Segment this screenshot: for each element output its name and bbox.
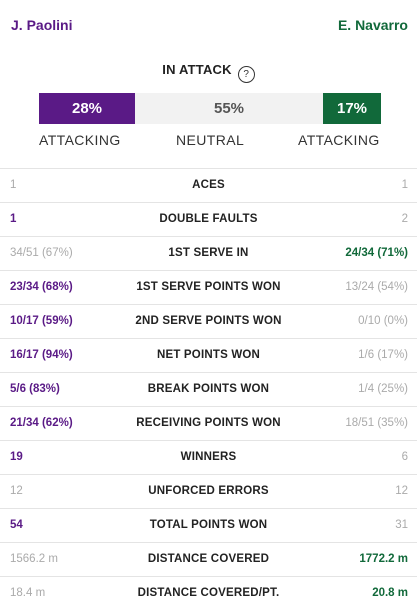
in-attack-section: IN ATTACK? — [0, 62, 417, 83]
stat-label: WINNERS — [180, 451, 237, 463]
stat-row: 5/6 (83%) BREAK POINTS WON 1/4 (25%) — [0, 372, 417, 406]
stat-right-value: 12 — [395, 485, 408, 497]
stat-left-value: 19 — [10, 451, 23, 463]
stat-row: 34/51 (67%) 1ST SERVE IN 24/34 (71%) — [0, 236, 417, 270]
player-right-name: E. Navarro — [337, 17, 408, 33]
stat-right-value: 1/4 (25%) — [358, 383, 408, 395]
stat-row: 16/17 (94%) NET POINTS WON 1/6 (17%) — [0, 338, 417, 372]
stat-left-value: 1566.2 m — [10, 553, 58, 565]
stat-left-value: 1 — [10, 179, 17, 191]
stat-row: 18.4 m DISTANCE COVERED/PT. 20.8 m — [0, 576, 417, 610]
stat-row: 12 UNFORCED ERRORS 12 — [0, 474, 417, 508]
help-icon[interactable]: ? — [237, 66, 255, 83]
stat-label: UNFORCED ERRORS — [148, 485, 269, 497]
player-left-name: J. Paolini — [11, 17, 73, 33]
stat-label: DISTANCE COVERED/PT. — [137, 587, 280, 599]
stat-row: 21/34 (62%) RECEIVING POINTS WON 18/51 (35… — [0, 406, 417, 440]
stat-right-value: 2 — [401, 213, 408, 225]
stat-left-value: 10/17 (59%) — [10, 315, 73, 327]
stat-left-value: 18.4 m — [10, 587, 46, 599]
stat-label: ACES — [192, 179, 225, 191]
attack-neutral-label: NEUTRAL — [176, 132, 245, 148]
stat-right-value: 1772.2 m — [359, 553, 408, 565]
stat-label: 1ST SERVE IN — [168, 247, 249, 259]
stat-row: 23/34 (68%) 1ST SERVE POINTS WON 13/24 (54… — [0, 270, 417, 304]
stat-right-value: 24/34 (71%) — [345, 247, 408, 259]
stat-row: 1 ACES 1 — [0, 168, 417, 202]
stat-row: 19 WINNERS 6 — [0, 440, 417, 474]
stat-label: NET POINTS WON — [156, 349, 261, 361]
stat-right-value: 13/24 (54%) — [345, 281, 408, 293]
stat-left-value: 1 — [10, 213, 17, 225]
stats-table: 1 ACES 1 1 DOUBLE FAULTS 2 34/51 (67%) 1ST SERV… — [0, 168, 417, 610]
stat-row: 10/17 (59%) 2ND SERVE POINTS WON 0/10 (0%) — [0, 304, 417, 338]
stat-left-value: 34/51 (67%) — [10, 247, 73, 259]
stat-right-value: 6 — [401, 451, 408, 463]
stat-label: DOUBLE FAULTS — [159, 213, 258, 225]
attack-distribution-bar: 28% 55% 17% — [39, 93, 381, 124]
stat-left-value: 5/6 (83%) — [10, 383, 60, 395]
stat-left-value: 23/34 (68%) — [10, 281, 73, 293]
stat-left-value: 16/17 (94%) — [10, 349, 73, 361]
stat-row: 54 TOTAL POINTS WON 31 — [0, 508, 417, 542]
attack-left-label: ATTACKING — [39, 132, 121, 148]
match-header: J. Paolini E. Navarro — [0, 0, 417, 50]
stat-right-value: 1/6 (17%) — [358, 349, 408, 361]
stat-left-value: 21/34 (62%) — [10, 417, 73, 429]
attack-left-segment: 28% — [39, 93, 135, 124]
attack-right-label: ATTACKING — [298, 132, 380, 148]
stat-label: RECEIVING POINTS WON — [136, 417, 281, 429]
stat-row: 1 DOUBLE FAULTS 2 — [0, 202, 417, 236]
stat-label: TOTAL POINTS WON — [149, 519, 268, 531]
stat-label: DISTANCE COVERED — [147, 553, 270, 565]
stat-left-value: 54 — [10, 519, 23, 531]
in-attack-title: IN ATTACK — [162, 62, 232, 77]
attack-neutral-segment: 55% — [135, 93, 323, 124]
stat-right-value: 20.8 m — [372, 587, 408, 599]
stat-label: 2ND SERVE POINTS WON — [135, 315, 282, 327]
stat-left-value: 12 — [10, 485, 23, 497]
stat-label: BREAK POINTS WON — [147, 383, 270, 395]
stat-right-value: 18/51 (35%) — [345, 417, 408, 429]
stat-row: 1566.2 m DISTANCE COVERED 1772.2 m — [0, 542, 417, 576]
attack-right-segment: 17% — [323, 93, 381, 124]
stat-right-value: 1 — [401, 179, 408, 191]
stat-right-value: 31 — [395, 519, 408, 531]
stat-label: 1ST SERVE POINTS WON — [136, 281, 281, 293]
stat-right-value: 0/10 (0%) — [358, 315, 408, 327]
